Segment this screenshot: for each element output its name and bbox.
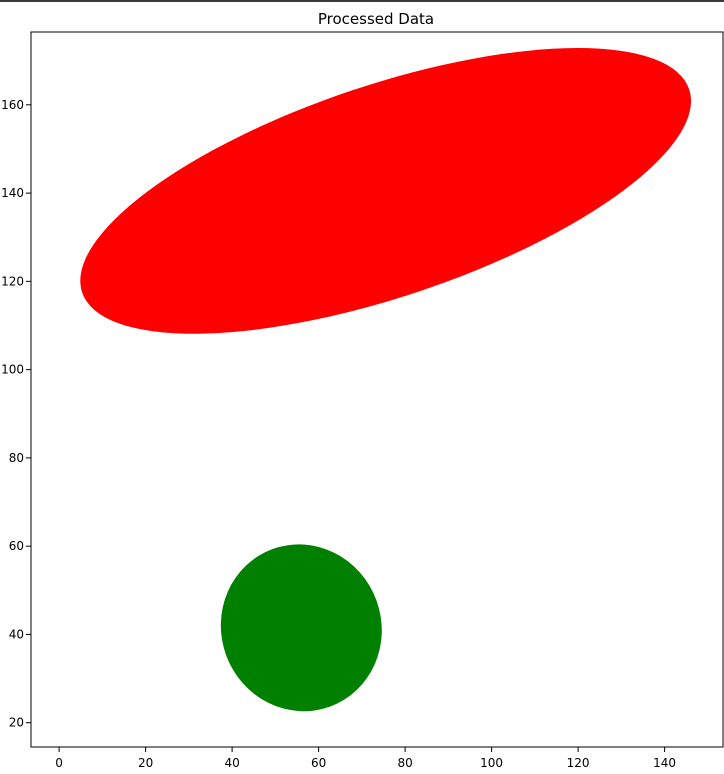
ellipse-1 [220, 544, 382, 712]
x-tick-label: 120 [567, 756, 590, 770]
y-tick-label: 140 [1, 186, 24, 200]
y-tick-label: 160 [1, 98, 24, 112]
chart-title: Processed Data [318, 10, 434, 28]
top-border [0, 0, 724, 2]
y-tick-label: 60 [9, 539, 24, 553]
x-tick-label: 80 [397, 756, 412, 770]
x-tick-label: 40 [224, 756, 239, 770]
y-tick-label: 80 [9, 451, 24, 465]
x-tick-label: 20 [138, 756, 153, 770]
shapes-layer [80, 48, 692, 712]
x-axis: 0 20 40 60 80 100 120 140 [55, 747, 676, 770]
x-tick-label: 0 [55, 756, 63, 770]
y-axis: 20 40 60 80 100 120 140 160 [1, 98, 31, 730]
y-tick-label: 120 [1, 274, 24, 288]
x-tick-label: 140 [653, 756, 676, 770]
x-tick-label: 60 [311, 756, 326, 770]
y-tick-label: 40 [9, 627, 24, 641]
y-tick-label: 20 [9, 716, 24, 730]
x-tick-label: 100 [480, 756, 503, 770]
ellipse-0 [80, 48, 692, 334]
y-tick-label: 100 [1, 363, 24, 377]
